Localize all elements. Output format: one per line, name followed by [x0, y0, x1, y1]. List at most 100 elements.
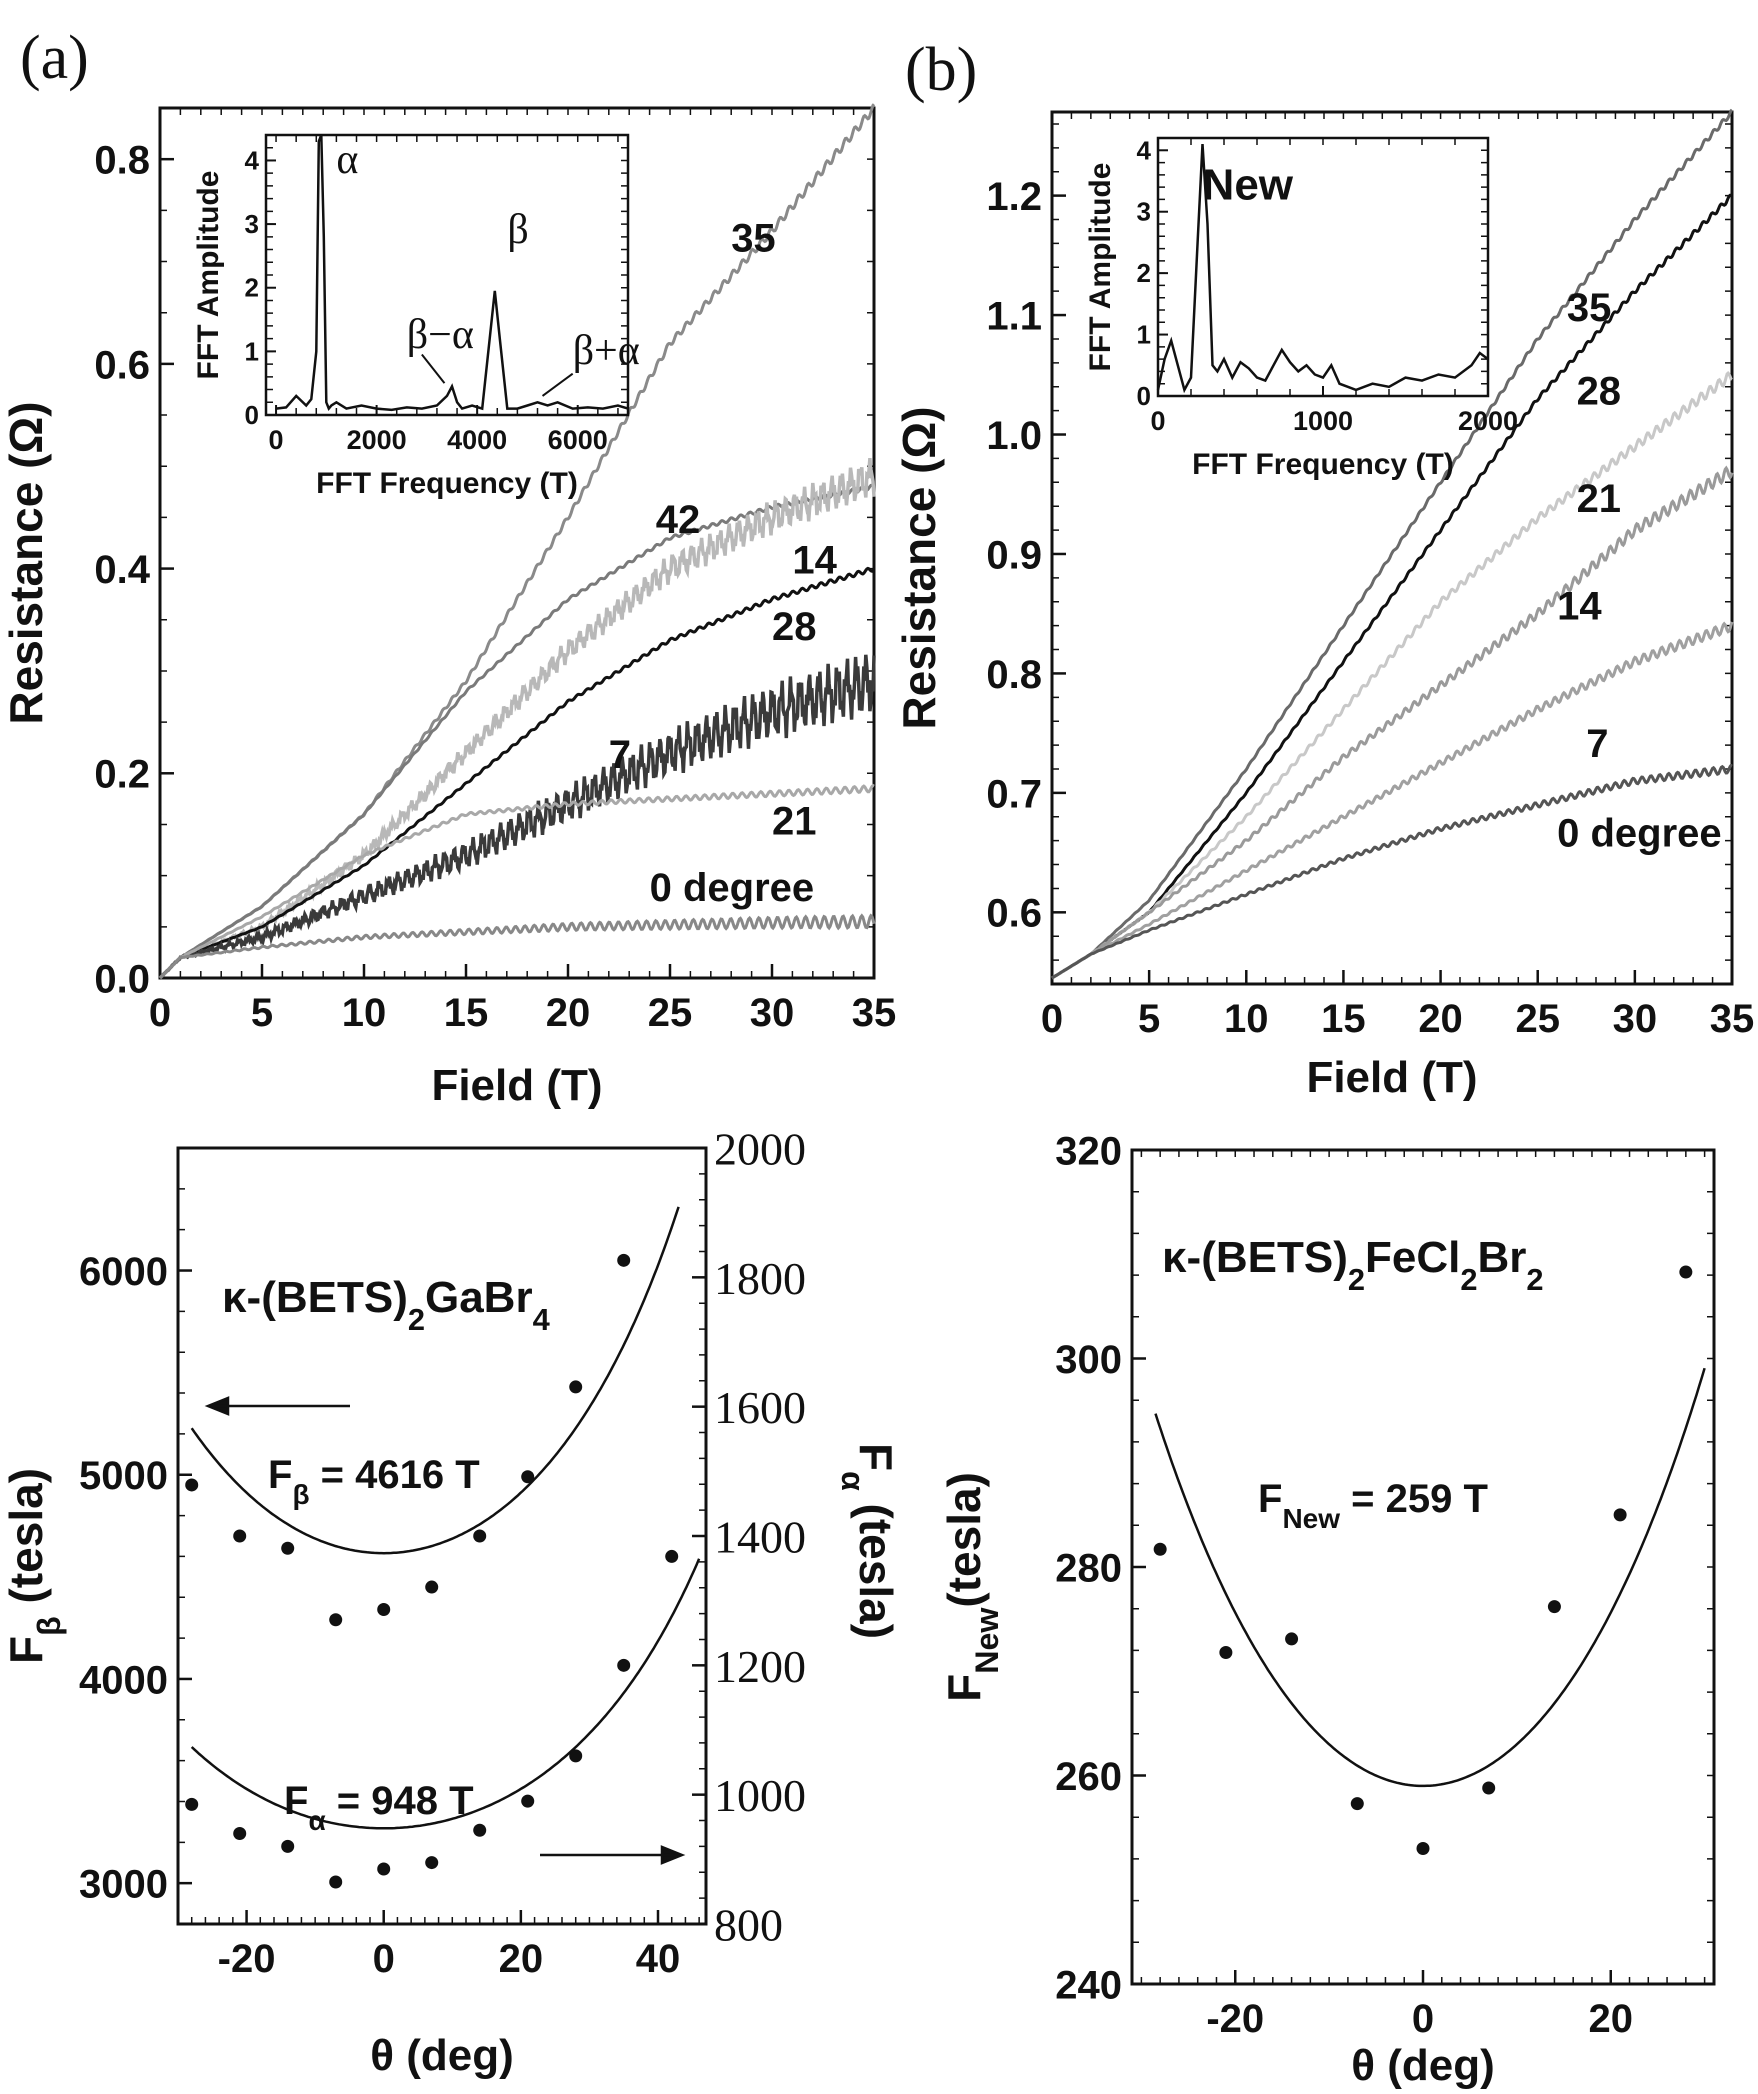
data-point-new: [1679, 1265, 1693, 1279]
b-bottom-x-tick-label: 0: [1412, 1997, 1434, 2041]
arrow-right: [540, 1845, 686, 1865]
series-line-7: [1051, 621, 1734, 980]
b-inset-x-tick-label: 1000: [1293, 406, 1353, 436]
data-point-beta: [665, 1549, 679, 1563]
a-top-x-tick-label: 10: [342, 991, 387, 1035]
b-top-x-tick-label: 25: [1515, 997, 1560, 1041]
b-bottom-y-tick-label: 320: [1055, 1129, 1122, 1173]
data-point-alpha: [617, 1658, 631, 1672]
data-point-beta: [617, 1253, 631, 1267]
data-point-new: [1482, 1781, 1496, 1795]
data-point-alpha: [329, 1875, 343, 1889]
a-bottom-xlabel: θ (deg): [370, 2031, 514, 2080]
a-inset-x-tick-label: 4000: [447, 425, 507, 455]
b-top-ylabel: Resistance (Ω): [893, 406, 945, 729]
b-bottom-y-tick-label: 260: [1055, 1755, 1122, 1799]
b-top-y-tick-label: 0.6: [986, 892, 1042, 936]
b-top-x-tick-label: 0: [1041, 997, 1063, 1041]
b-bottom-ylabel: FNew(tesla): [938, 1472, 1005, 1702]
a-top-curve-label: 28: [772, 605, 817, 649]
panel-label-a: (a): [20, 24, 89, 92]
series-line-28: [158, 566, 876, 980]
fit-curve-alpha: [190, 1558, 701, 1830]
b-top-curve-label: 28: [1577, 370, 1622, 414]
a-bottom-left-y-tick-label: 6000: [79, 1250, 168, 1294]
a-top-xlabel: Field (T): [431, 1061, 602, 1110]
a-inset-xlabel: FFT Frequency (T): [316, 467, 578, 500]
data-point-alpha: [281, 1839, 295, 1853]
a-inset-annotation: α: [336, 137, 358, 183]
a-top-curve-label: 42: [656, 498, 701, 542]
panel-label-b: (b): [905, 36, 977, 104]
b-bottom-compound: κ-(BETS)2FeCl2Br2: [1162, 1233, 1544, 1297]
b-top-curve-label: 21: [1577, 477, 1622, 521]
a-inset-x-tick-label: 0: [269, 425, 284, 455]
data-point-alpha: [377, 1862, 391, 1876]
b-bottom-x-tick-label: -20: [1206, 1997, 1264, 2041]
a-top-y-tick-label: 0.6: [94, 343, 150, 387]
a-bottom-beta-fit-label: Fβ = 4616 T: [268, 1453, 480, 1510]
series-line-28: [1051, 193, 1733, 980]
data-point-beta: [233, 1529, 247, 1543]
b-inset-fft-line: [1156, 144, 1489, 394]
b-inset-y-tick-label: 4: [1137, 135, 1152, 165]
data-point-alpha: [521, 1794, 535, 1808]
data-point-alpha: [569, 1749, 583, 1763]
a-bottom-left-y-tick-label: 3000: [79, 1863, 168, 1907]
data-point-new: [1285, 1632, 1299, 1646]
a-top-y-tick-label: 0.0: [94, 957, 150, 1001]
b-top-curve-label: 35: [1567, 286, 1612, 330]
a-bottom-alpha-fit-label: Fα = 948 T: [284, 1779, 474, 1836]
data-point-new: [1219, 1645, 1233, 1659]
b-top-curve-label: 7: [1586, 722, 1608, 766]
fit-curve-new: [1154, 1367, 1706, 1788]
a-inset-annotation: β: [507, 207, 528, 253]
b-inset-y-tick-label: 2: [1137, 258, 1151, 288]
b-inset-annotation: New: [1203, 160, 1294, 209]
a-inset-arrow: [421, 353, 446, 384]
a-bottom-left-y-tick-label: 5000: [79, 1454, 168, 1498]
a-bottom-compound: κ-(BETS)2GaBr4: [222, 1273, 550, 1337]
a-top-frame: [158, 106, 876, 980]
a-inset-ylabel: FFT Amplitude: [192, 171, 225, 380]
a-top-x-tick-label: 25: [648, 991, 693, 1035]
b-top-frame: [1050, 110, 1734, 986]
series-line-7: [158, 654, 876, 980]
data-point-beta: [329, 1613, 343, 1627]
a-inset-y-tick-label: 3: [245, 209, 259, 239]
a-top-y-tick-label: 0.8: [94, 139, 150, 183]
a-bottom-ylabel-right: Fα (tesla): [835, 1443, 902, 1639]
a-top-x-tick-label: 5: [251, 991, 273, 1035]
b-top-x-tick-label: 15: [1321, 997, 1366, 1041]
a-top-curve-label: 0 degree: [650, 866, 815, 910]
b-bottom-y-tick-label: 300: [1055, 1338, 1122, 1382]
fit-curve-beta: [190, 1206, 680, 1555]
a-inset-x-tick-label: 6000: [548, 425, 608, 455]
b-top-xlabel: Field (T): [1306, 1053, 1477, 1102]
data-point-beta: [185, 1478, 199, 1492]
arrow-left: [204, 1396, 350, 1416]
a-bottom-right-y-tick-label: 1600: [714, 1382, 806, 1433]
a-top-x-tick-label: 30: [750, 991, 795, 1035]
b-bottom-fit-label: FNew = 259 T: [1258, 1477, 1488, 1534]
data-point-new: [1547, 1600, 1561, 1614]
b-inset-ylabel: FFT Amplitude: [1084, 163, 1117, 372]
data-point-beta: [521, 1470, 535, 1484]
a-bottom-left-y-tick-label: 4000: [79, 1658, 168, 1702]
b-top-y-tick-label: 1.1: [986, 294, 1042, 338]
b-top-x-tick-label: 20: [1418, 997, 1463, 1041]
a-inset-y-tick-label: 4: [245, 145, 260, 175]
data-point-alpha: [233, 1826, 247, 1840]
a-top-curve-label: 14: [792, 539, 837, 583]
a-top-x-tick-label: 0: [149, 991, 171, 1035]
a-top-x-tick-label: 20: [546, 991, 591, 1035]
data-point-alpha: [185, 1797, 199, 1811]
a-bottom-right-y-tick-label: 1200: [714, 1641, 806, 1692]
b-inset-x-tick-label: 0: [1150, 406, 1165, 436]
a-top-curve-label: 21: [772, 800, 817, 844]
plot-layer: 0 5 10 15 20 25 30 350.00.20.40.60.835421428721…: [0, 103, 1754, 2090]
data-point-beta: [377, 1603, 391, 1617]
a-bottom-x-tick-label: 0: [373, 1937, 395, 1981]
data-point-beta: [281, 1541, 295, 1555]
a-inset-y-tick-label: 1: [245, 336, 259, 366]
